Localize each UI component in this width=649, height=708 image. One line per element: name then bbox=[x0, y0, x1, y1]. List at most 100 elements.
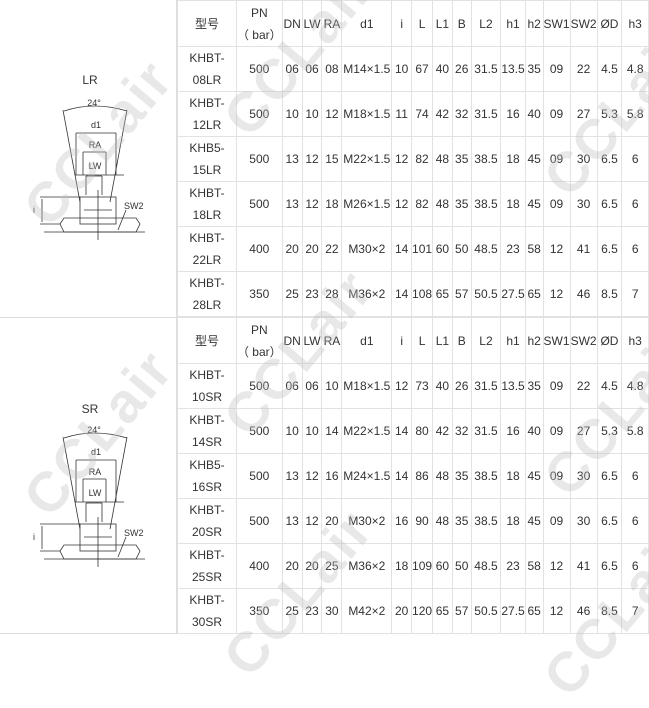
value-cell: 5.8 bbox=[621, 91, 649, 137]
header-ra: RA bbox=[321, 0, 343, 47]
header-sw1: SW1 bbox=[542, 0, 571, 47]
model-line: 08LR bbox=[192, 73, 222, 87]
value-cell: 31.5 bbox=[470, 46, 502, 92]
table-row: KHB5- 16SR 500 13 12 16 M24×1.5 14 86 48 35 38.5 18 4… bbox=[177, 453, 649, 499]
value-cell: 50 bbox=[451, 543, 472, 589]
value-cell: 45 bbox=[524, 181, 544, 227]
diagram-label: SR bbox=[82, 402, 99, 416]
value-cell: M30×2 bbox=[341, 226, 393, 272]
value-cell: 14 bbox=[391, 226, 413, 272]
value-cell: 06 bbox=[281, 46, 303, 92]
value-cell: 38.5 bbox=[470, 136, 502, 182]
header-ra: RA bbox=[321, 317, 343, 364]
value-cell: 41 bbox=[569, 226, 598, 272]
header-ød: ØD bbox=[596, 317, 623, 364]
table-row: KHB5- 15LR 500 13 12 15 M22×1.5 12 82 48 35 38.5 18 4… bbox=[177, 136, 649, 182]
header-model: 型号 bbox=[177, 317, 237, 364]
model-line: KHBT- bbox=[189, 96, 225, 110]
value-cell: 09 bbox=[542, 181, 571, 227]
value-cell: 60 bbox=[432, 543, 453, 589]
header-i: i bbox=[391, 0, 413, 47]
diagram-label: LR bbox=[82, 73, 98, 87]
value-cell: 31.5 bbox=[470, 91, 502, 137]
value-cell: 6 bbox=[621, 136, 649, 182]
lw-label: LW bbox=[89, 488, 102, 498]
value-cell: 500 bbox=[235, 498, 283, 544]
model-line: 16SR bbox=[191, 480, 222, 494]
value-cell: 10 bbox=[321, 363, 343, 409]
value-cell: 12 bbox=[301, 453, 323, 499]
table-row: KHBT- 10SR 500 06 06 10 M18×1.5 12 73 40 26 31.5 13.… bbox=[177, 363, 649, 409]
value-cell: 8.5 bbox=[596, 588, 623, 634]
value-cell: M18×1.5 bbox=[341, 363, 393, 409]
value-cell: 30 bbox=[569, 136, 598, 182]
value-cell: 38.5 bbox=[470, 453, 502, 499]
value-cell: 109 bbox=[411, 543, 434, 589]
fitting-diagram: LR 24° d1 RA LW SW2 i bbox=[33, 73, 145, 240]
header-pn: PN （ bar） bbox=[235, 317, 283, 364]
value-cell: 16 bbox=[500, 91, 526, 137]
table-row: KHBT- 28LR 350 25 23 28 M36×2 14 108 65 57 50.5 27.5… bbox=[177, 271, 649, 317]
value-cell: 18 bbox=[391, 543, 413, 589]
value-cell: 20 bbox=[281, 543, 303, 589]
value-cell: 4.8 bbox=[621, 46, 649, 92]
value-cell: 500 bbox=[235, 363, 283, 409]
model-line: KHBT- bbox=[189, 548, 225, 562]
value-cell: 8.5 bbox=[596, 271, 623, 317]
model-line: KHBT- bbox=[189, 368, 225, 382]
value-cell: 25 bbox=[281, 271, 303, 317]
value-cell: 500 bbox=[235, 453, 283, 499]
spec-table: 型号 PN （ bar） DN LW RA d1 i L L1 B L2 h1 h2 SW1 SW2 ØD h3 K… bbox=[177, 317, 649, 634]
value-cell: 12 bbox=[542, 271, 571, 317]
value-cell: 12 bbox=[301, 181, 323, 227]
value-cell: 10 bbox=[301, 91, 323, 137]
value-cell: 10 bbox=[391, 46, 413, 92]
model-line: 14SR bbox=[191, 435, 222, 449]
value-cell: 82 bbox=[411, 181, 434, 227]
value-cell: 10 bbox=[301, 408, 323, 454]
value-cell: 16 bbox=[321, 453, 343, 499]
table-row: KHBT- 30SR 350 25 23 30 M42×2 20 120 65 57 50.5 27.5… bbox=[177, 588, 649, 634]
value-cell: 60 bbox=[432, 226, 453, 272]
value-cell: 30 bbox=[569, 498, 598, 544]
value-cell: 18 bbox=[500, 498, 526, 544]
value-cell: 32 bbox=[451, 408, 472, 454]
value-cell: 400 bbox=[235, 543, 283, 589]
value-cell: 18 bbox=[500, 136, 526, 182]
value-cell: 45 bbox=[524, 136, 544, 182]
value-cell: 6.5 bbox=[596, 543, 623, 589]
model-cell: KHBT- 08LR bbox=[177, 46, 237, 92]
value-cell: 6 bbox=[621, 181, 649, 227]
value-cell: 38.5 bbox=[470, 498, 502, 544]
value-cell: 12 bbox=[391, 363, 413, 409]
value-cell: 108 bbox=[411, 271, 434, 317]
model-line: KHBT- bbox=[189, 413, 225, 427]
value-cell: 120 bbox=[411, 588, 434, 634]
value-cell: 40 bbox=[432, 363, 453, 409]
value-cell: 12 bbox=[321, 91, 343, 137]
section-lr: LR 24° d1 RA LW SW2 i bbox=[0, 0, 649, 318]
value-cell: 30 bbox=[321, 588, 343, 634]
value-cell: 16 bbox=[391, 498, 413, 544]
value-cell: M26×1.5 bbox=[341, 181, 393, 227]
model-line: KHB5- bbox=[189, 458, 225, 472]
value-cell: 23 bbox=[500, 543, 526, 589]
model-cell: KHBT- 22LR bbox=[177, 226, 237, 272]
value-cell: 12 bbox=[391, 136, 413, 182]
value-cell: 09 bbox=[542, 363, 571, 409]
value-cell: 73 bbox=[411, 363, 434, 409]
spec-table: 型号 PN （ bar） DN LW RA d1 i L L1 B L2 h1 h2 SW1 SW2 ØD h3 K… bbox=[177, 0, 649, 317]
value-cell: 22 bbox=[569, 46, 598, 92]
d1-label: d1 bbox=[91, 447, 101, 457]
lw-label: LW bbox=[89, 161, 102, 171]
value-cell: 90 bbox=[411, 498, 434, 544]
value-cell: 500 bbox=[235, 408, 283, 454]
header-pn-unit: （ bar） bbox=[236, 27, 282, 42]
model-cell: KHBT- 28LR bbox=[177, 271, 237, 317]
value-cell: 48 bbox=[432, 498, 453, 544]
table-row: KHBT- 08LR 500 06 06 08 M14×1.5 10 67 40 26 31.5 13.… bbox=[177, 46, 649, 92]
model-cell: KHBT- 25SR bbox=[177, 543, 237, 589]
header-h2: h2 bbox=[524, 0, 544, 47]
value-cell: 5.3 bbox=[596, 408, 623, 454]
value-cell: 101 bbox=[411, 226, 434, 272]
